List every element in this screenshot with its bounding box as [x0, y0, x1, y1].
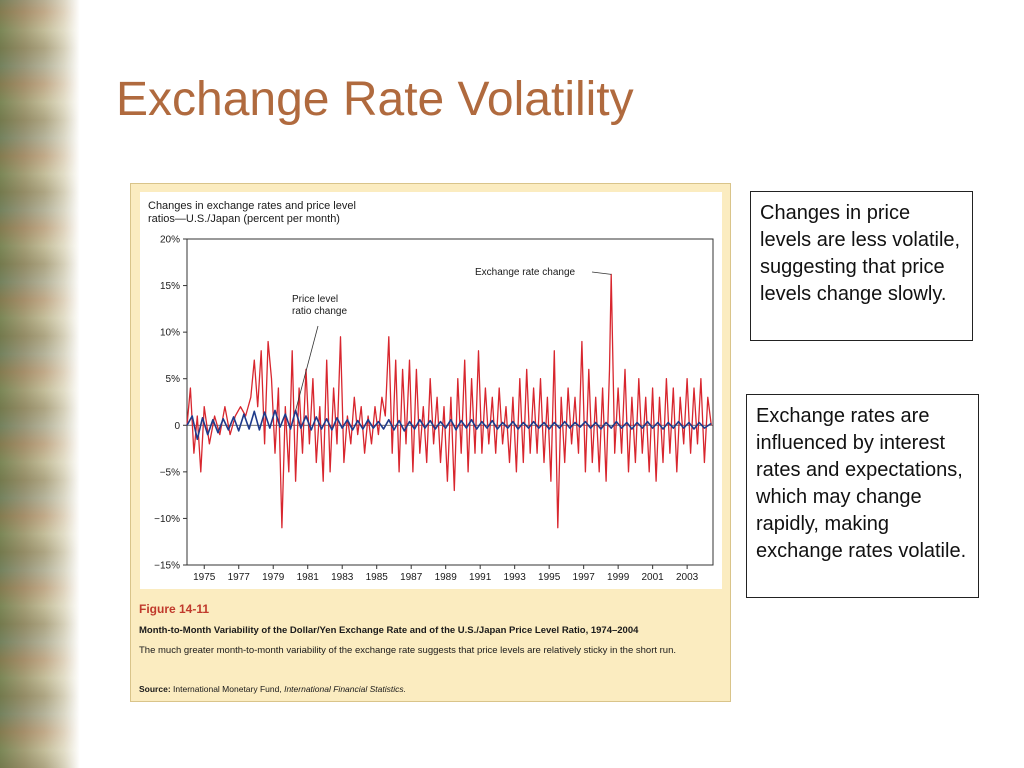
figure-source: Source: International Monetary Fund, Int… — [139, 684, 406, 694]
chart-area: Changes in exchange rates and price leve… — [140, 192, 722, 589]
annotation-leader-exchange — [591, 271, 612, 275]
y-tick-label: 5% — [166, 374, 181, 385]
figure-label: Figure 14-11 — [139, 602, 210, 616]
x-tick-label: 1985 — [366, 572, 389, 583]
plot-frame — [186, 238, 714, 566]
annotation-price-line-2: ratio change — [292, 306, 347, 317]
x-tick-label: 1981 — [297, 572, 320, 583]
x-tick-label: 1983 — [331, 572, 354, 583]
figure-panel: Changes in exchange rates and price leve… — [130, 183, 731, 702]
chart-title-line-2: ratios—U.S./Japan (percent per month) — [148, 213, 340, 225]
series-line-exchange — [186, 273, 712, 529]
x-tick-label: 1997 — [573, 572, 596, 583]
source-label: Source: — [139, 684, 171, 694]
x-tick-label: 1993 — [504, 572, 527, 583]
x-tick-label: 1987 — [400, 572, 423, 583]
x-tick-label: 1975 — [193, 572, 216, 583]
y-tick-label: 0 — [174, 421, 180, 432]
annotation-leader-price — [295, 325, 319, 411]
line-chart: Changes in exchange rates and price leve… — [148, 200, 714, 583]
note-exchange-rates: Exchange rates are influenced by interes… — [746, 394, 979, 598]
source-title: International Financial Statistics. — [284, 684, 406, 694]
y-tick-label: −15% — [154, 561, 180, 572]
decorative-side-strip — [0, 0, 80, 768]
x-tick-label: 1999 — [607, 572, 630, 583]
note-price-levels: Changes in price levels are less volatil… — [750, 191, 973, 341]
slide-title: Exchange Rate Volatility — [116, 73, 634, 126]
x-tick-label: 1977 — [228, 572, 251, 583]
x-tick-label: 1989 — [435, 572, 458, 583]
annotation-exchange-line-1: Exchange rate change — [475, 267, 576, 278]
y-tick-label: −10% — [154, 514, 180, 525]
x-tick-label: 1995 — [538, 572, 561, 583]
y-tick-label: 15% — [160, 281, 180, 292]
figure-description: The much greater month-to-month variabil… — [139, 645, 677, 656]
figure-caption: Month-to-Month Variability of the Dollar… — [139, 625, 639, 636]
y-tick-label: −5% — [160, 467, 180, 478]
y-tick-label: 20% — [160, 235, 180, 246]
x-tick-label: 1979 — [262, 572, 285, 583]
chart-title-line-1: Changes in exchange rates and price leve… — [148, 200, 356, 212]
series-line-price — [186, 409, 712, 441]
x-tick-label: 2001 — [642, 572, 665, 583]
y-tick-label: 10% — [160, 328, 180, 339]
source-text: International Monetary Fund, — [173, 684, 282, 694]
x-tick-label: 1991 — [469, 572, 492, 583]
annotation-price-line-1: Price level — [292, 294, 338, 305]
x-tick-label: 2003 — [676, 572, 699, 583]
